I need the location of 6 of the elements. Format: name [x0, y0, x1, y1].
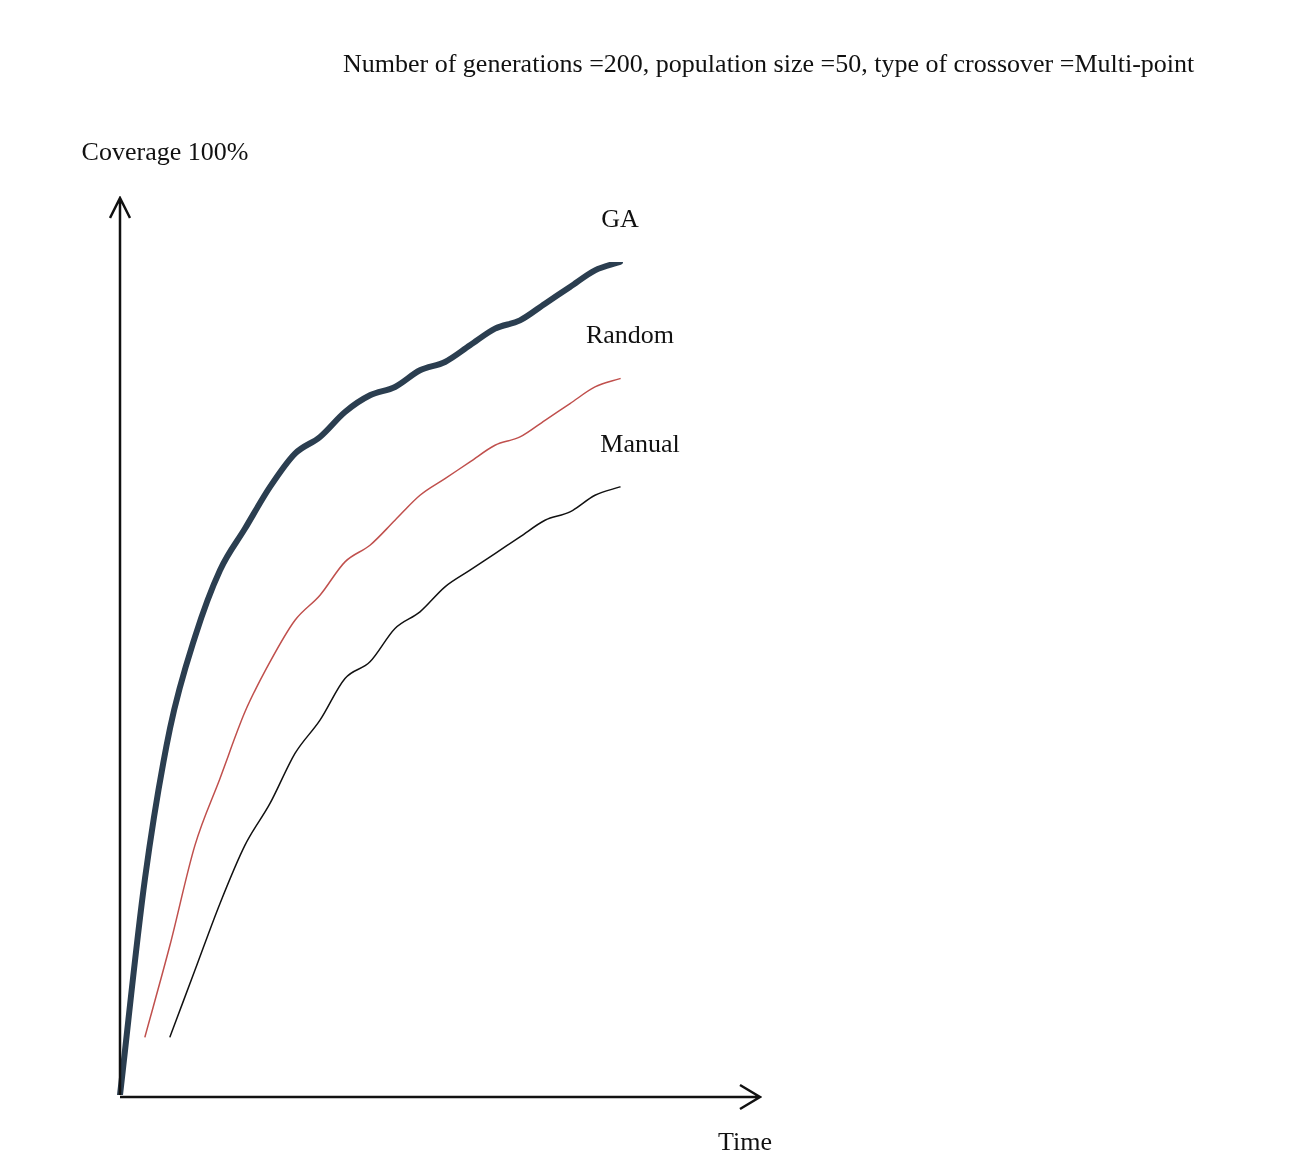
- series-label: Manual: [600, 428, 680, 458]
- x-axis-title: Time: [718, 1126, 772, 1156]
- series-label: GA: [601, 203, 639, 233]
- chart-title: Number of generations =200, population size =50, type of crossover =Multi-point: [343, 48, 1196, 78]
- series-label: Random: [585, 320, 675, 350]
- y-axis-title: Coverage 100%: [81, 136, 249, 166]
